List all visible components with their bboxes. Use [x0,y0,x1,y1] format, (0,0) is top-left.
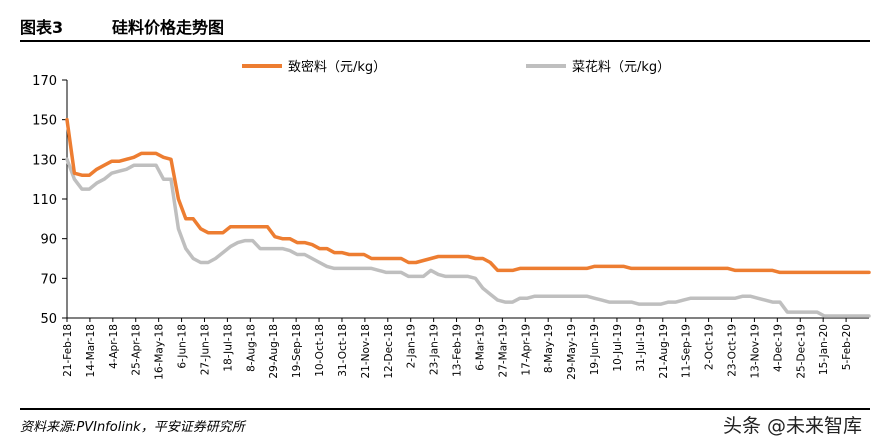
x-tick-label: 21-Feb-18 [62,324,74,377]
x-tick-label: 19-Sep-18 [291,324,303,378]
x-tick-label: 23-Jan-19 [429,324,441,375]
y-tick-label: 50 [40,312,57,327]
y-tick-label: 170 [32,74,57,89]
x-tick-label: 2-Oct-19 [704,324,716,370]
x-tick-label: 29-May-19 [566,324,578,380]
series-line-cauliflower [65,157,871,318]
legend-label-dense: 致密料（元/kg） [288,59,386,75]
y-tick-label: 90 [40,233,57,248]
x-tick-label: 23-Oct-19 [727,324,739,377]
legend-label-cauliflower: 菜花料（元/kg） [572,59,670,75]
x-tick-label: 13-Feb-19 [452,324,464,377]
x-tick-label: 10-Jul-19 [612,324,624,372]
x-tick-label: 29-Aug-18 [268,324,280,379]
x-tick-label: 4-Dec-19 [772,324,784,372]
x-tick-label: 12-Dec-18 [383,324,395,379]
x-tick-label: 27-Mar-19 [497,324,509,377]
x-tick-label: 19-Jun-19 [589,324,601,375]
chart-legend: 致密料（元/kg） 菜花料（元/kg） [242,59,670,75]
x-tick-label: 11-Sep-19 [681,324,693,378]
x-tick-label: 15-Jan-20 [818,324,830,375]
series-line-dense [65,117,871,275]
source-note: 资料来源:PVInfolink，平安证券研究所 [20,420,245,435]
x-tick-label: 10-Oct-18 [314,324,326,377]
x-tick-label: 31-Jul-19 [635,324,647,372]
x-tick-label: 13-Nov-19 [749,324,761,379]
x-tick-label: 31-Oct-18 [337,324,349,377]
x-tick-label: 2-Jan-19 [406,324,418,368]
x-tick-label: 5-Feb-20 [841,324,853,370]
x-tick-label: 8-Aug-18 [245,324,257,372]
x-tick-label: 25-Dec-19 [795,324,807,379]
figure-title: 硅料价格走势图 [112,18,225,37]
x-tick-label: 17-Apr-19 [520,324,532,376]
x-tick-label: 25-Apr-18 [131,324,143,376]
x-tick-label: 6-Jun-18 [177,324,189,369]
x-axis: 21-Feb-18 14-Mar-18 4-Apr-18 25-Apr-18 16-Ma… [62,317,869,380]
y-axis: 50 70 90 110 130 150 170 [32,74,68,327]
watermark: 头条 @未来智库 [722,415,862,437]
figure-number: 图表3 [20,18,64,37]
figure-header: 图表3 硅料价格走势图 [20,6,870,42]
x-tick-label: 14-Mar-18 [85,324,97,377]
x-tick-label: 6-Mar-19 [474,324,486,371]
x-tick-label: 27-Jun-18 [199,324,211,375]
x-tick-label: 21-Nov-18 [360,324,372,379]
y-tick-label: 130 [32,153,57,168]
plot-lines [65,117,871,318]
footer: 资料来源:PVInfolink，平安证券研究所 头条 @未来智库 [20,408,870,438]
y-tick-label: 70 [40,272,57,287]
y-tick-label: 150 [32,114,57,129]
x-tick-label: 18-Jul-18 [222,324,234,372]
x-tick-label: 4-Apr-18 [108,324,120,369]
x-tick-label: 8-May-19 [543,324,555,373]
x-tick-label: 21-Aug-19 [658,324,670,379]
x-tick-label: 16-May-18 [154,324,166,380]
y-tick-label: 110 [32,193,57,208]
